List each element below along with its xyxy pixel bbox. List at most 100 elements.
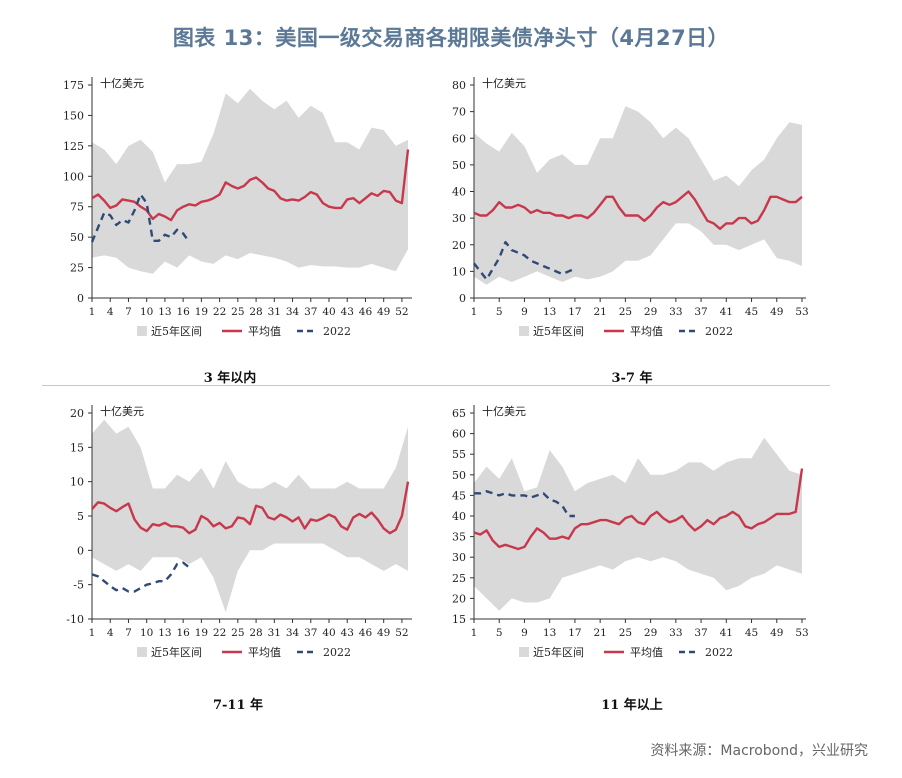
x-tick-label: 16 — [176, 306, 190, 318]
y-tick-label: 75 — [70, 201, 84, 214]
x-tick-label: 29 — [644, 306, 657, 318]
x-tick-label: 21 — [593, 627, 606, 639]
y-tick-label: 0 — [77, 544, 84, 557]
x-tick-label: 22 — [213, 627, 226, 639]
y-tick-label: 60 — [452, 428, 466, 441]
x-tick-label: 52 — [395, 306, 408, 318]
x-tick-label: 40 — [322, 306, 335, 318]
x-tick-label: 53 — [795, 306, 808, 318]
y-tick-label: 65 — [452, 407, 466, 420]
legend-label-2022: 2022 — [705, 646, 733, 659]
source-note: 资料来源：Macrobond，兴业研究 — [650, 743, 868, 759]
x-tick-label: 9 — [521, 306, 528, 318]
x-tick-label: 25 — [619, 627, 632, 639]
chart-caption-1: 3 年以内 — [203, 371, 257, 386]
y-tick-label: 150 — [63, 109, 84, 122]
y-tick-label: 50 — [452, 159, 466, 172]
legend-label-average: 平均值 — [248, 325, 281, 338]
x-tick-label: 49 — [377, 306, 390, 318]
x-tick-label: 43 — [341, 627, 354, 639]
chart-svg-3: -10 -5 0 5 10 15 20 1 4 7 10 13 16 19 22 25 28 31 34 37 40 43… — [66, 404, 412, 659]
x-tick-label: 41 — [720, 306, 733, 318]
y-tick-label: 40 — [452, 510, 466, 523]
x-tick-label: 5 — [496, 306, 503, 318]
x-tick-label: 49 — [377, 627, 390, 639]
chart-caption-3: 7-11 年 — [212, 698, 264, 713]
legend-swatch-band — [519, 647, 529, 657]
y-tick-label: 20 — [452, 592, 466, 605]
x-tick-label: 46 — [359, 627, 373, 639]
chart-caption-2: 3-7 年 — [611, 371, 653, 386]
x-tick-label: 21 — [593, 306, 606, 318]
x-tick-label: 34 — [286, 306, 300, 318]
x-tick-label: 17 — [568, 306, 581, 318]
x-tick-label: 49 — [770, 306, 783, 318]
x-tick-label: 25 — [231, 306, 244, 318]
y-tick-label: 70 — [452, 106, 466, 119]
range-band — [474, 106, 802, 285]
average-line — [473, 190, 803, 231]
legend-label-band: 近5年区间 — [151, 645, 202, 659]
chart-panel-3: -10 -5 0 5 10 15 20 1 4 7 10 13 16 19 22 25 28 31 34 37 40 43… — [40, 400, 420, 690]
x-tick-label: 13 — [158, 306, 171, 318]
x-tick-label: 34 — [286, 627, 300, 639]
chart-panel-4: 15 20 25 30 35 40 45 50 55 60 65 1 5 9 13 17 21 25 29 33 37 4… — [430, 400, 820, 690]
x-tick-label: 1 — [89, 306, 96, 318]
legend-label-2022: 2022 — [705, 325, 733, 338]
x-tick-label: 28 — [249, 306, 262, 318]
y-tick-label: 0 — [459, 292, 466, 305]
unit-label: 十亿美元 — [100, 76, 144, 90]
x-tick-label: 22 — [213, 306, 226, 318]
legend-label-average: 平均值 — [248, 646, 281, 659]
unit-label: 十亿美元 — [482, 76, 526, 90]
x-tick-label: 1 — [471, 306, 478, 318]
x-tick-label: 37 — [304, 306, 317, 318]
x-tick-label: 4 — [107, 306, 114, 318]
average-line — [91, 149, 410, 222]
y-tick-label: 25 — [452, 572, 466, 585]
y-tick-label: 20 — [452, 239, 466, 252]
x-tick-label: 53 — [795, 627, 808, 639]
x-tick-label: 37 — [304, 627, 317, 639]
series-2022-line — [473, 240, 576, 281]
x-tick-label: 10 — [140, 627, 153, 639]
x-tick-label: 41 — [720, 627, 733, 639]
legend-label-band: 近5年区间 — [533, 645, 584, 659]
y-tick-label: 40 — [452, 186, 466, 199]
x-tick-label: 13 — [543, 627, 556, 639]
x-tick-label: 37 — [694, 306, 707, 318]
x-tick-label: 13 — [543, 306, 556, 318]
x-tick-label: 29 — [644, 627, 657, 639]
x-tick-label: 49 — [770, 627, 783, 639]
y-tick-label: 175 — [63, 79, 84, 92]
x-tick-label: 1 — [89, 627, 96, 639]
legend-label-2022: 2022 — [323, 325, 351, 338]
x-tick-label: 7 — [125, 306, 132, 318]
x-tick-label: 40 — [322, 627, 335, 639]
y-tick-label: 15 — [452, 613, 466, 626]
x-tick-label: 37 — [694, 627, 707, 639]
x-tick-label: 10 — [140, 306, 153, 318]
y-tick-label: 125 — [63, 140, 84, 153]
x-tick-label: 25 — [619, 306, 632, 318]
y-tick-label: 50 — [70, 231, 84, 244]
x-tick-label: 31 — [268, 306, 281, 318]
x-tick-label: 45 — [745, 306, 758, 318]
y-tick-label: 50 — [452, 469, 466, 482]
unit-label: 十亿美元 — [482, 404, 526, 418]
y-tick-label: 10 — [70, 476, 84, 489]
x-tick-label: 43 — [341, 306, 354, 318]
y-tick-label: 80 — [452, 79, 466, 92]
x-tick-label: 31 — [268, 627, 281, 639]
x-tick-label: 25 — [231, 627, 244, 639]
legend-label-2022: 2022 — [323, 646, 351, 659]
y-tick-label: 30 — [452, 551, 466, 564]
x-tick-label: 16 — [176, 627, 190, 639]
x-tick-label: 17 — [568, 627, 581, 639]
chart-svg-2: 0 10 20 30 40 50 60 70 80 1 5 9 13 17 21 25 29 33 37 41 45 49… — [452, 76, 809, 338]
chart-panel-1: 0 25 50 75 100 125 150 175 1 4 7 10 13 16 19 22 25 28 31 34… — [40, 70, 420, 360]
panel-divider — [42, 385, 830, 386]
x-tick-label: 7 — [125, 627, 132, 639]
y-tick-label: 10 — [452, 265, 466, 278]
